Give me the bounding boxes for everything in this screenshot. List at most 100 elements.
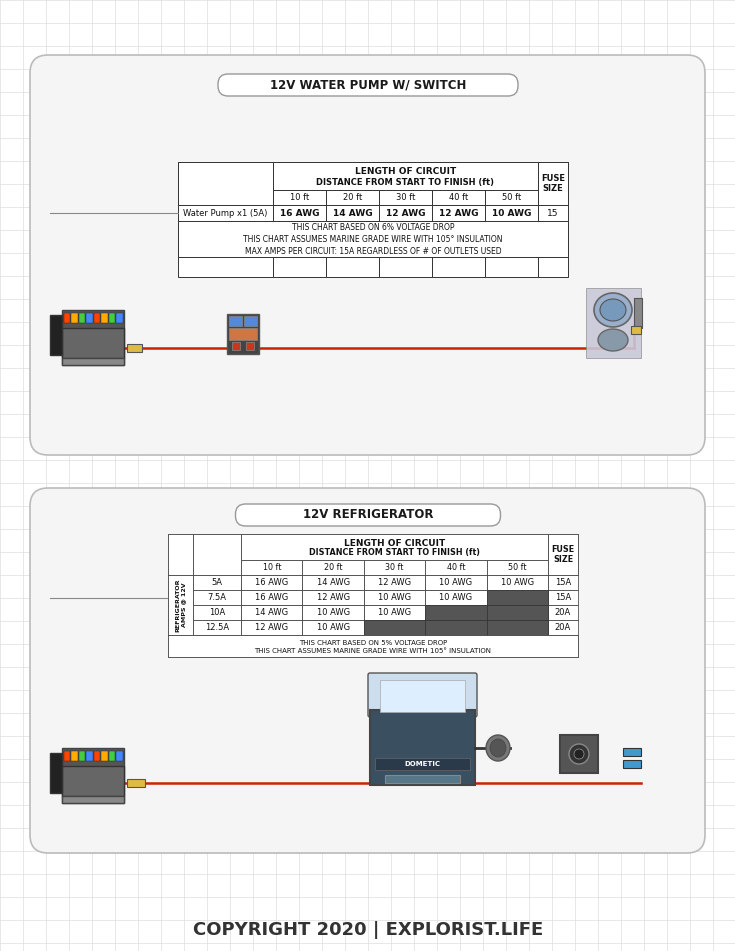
Bar bbox=[71, 751, 78, 761]
Bar bbox=[364, 635, 426, 657]
Bar bbox=[168, 605, 193, 620]
Bar bbox=[326, 162, 379, 190]
Text: 20 ft: 20 ft bbox=[324, 563, 343, 572]
Bar bbox=[193, 534, 241, 560]
Bar bbox=[426, 575, 487, 590]
Bar bbox=[487, 620, 548, 635]
Bar bbox=[229, 316, 242, 326]
Bar bbox=[364, 605, 426, 620]
Bar bbox=[538, 221, 568, 237]
Bar bbox=[178, 257, 273, 277]
Text: 50 ft: 50 ft bbox=[502, 193, 521, 202]
Bar bbox=[273, 162, 538, 190]
Bar bbox=[302, 605, 364, 620]
Bar bbox=[548, 575, 578, 590]
Bar bbox=[241, 590, 302, 605]
Bar bbox=[229, 328, 257, 340]
Bar bbox=[273, 221, 326, 237]
Text: 12 AWG: 12 AWG bbox=[255, 623, 288, 632]
Bar bbox=[178, 237, 273, 257]
Bar bbox=[302, 590, 364, 605]
Text: LENGTH OF CIRCUIT: LENGTH OF CIRCUIT bbox=[355, 166, 456, 176]
Bar bbox=[273, 237, 326, 257]
Bar bbox=[487, 575, 548, 590]
Bar bbox=[244, 316, 257, 326]
Bar bbox=[364, 620, 426, 635]
Bar bbox=[538, 237, 568, 257]
Bar bbox=[168, 575, 193, 635]
Bar bbox=[548, 635, 578, 657]
Text: THIS CHART ASSUMES MARINE GRADE WIRE WITH 105° INSULATION: THIS CHART ASSUMES MARINE GRADE WIRE WIT… bbox=[254, 648, 492, 654]
Bar bbox=[548, 534, 578, 575]
Bar bbox=[168, 560, 193, 575]
Text: DISTANCE FROM START TO FINISH (ft): DISTANCE FROM START TO FINISH (ft) bbox=[317, 178, 495, 186]
Bar bbox=[487, 534, 548, 560]
Text: 20A: 20A bbox=[555, 608, 571, 617]
Text: LENGTH OF CIRCUIT: LENGTH OF CIRCUIT bbox=[344, 538, 445, 548]
Text: 14 AWG: 14 AWG bbox=[317, 578, 350, 587]
Text: 30 ft: 30 ft bbox=[385, 563, 404, 572]
Text: FUSE
SIZE: FUSE SIZE bbox=[551, 545, 575, 564]
Bar bbox=[178, 162, 273, 190]
Bar bbox=[364, 534, 426, 560]
Bar bbox=[560, 735, 598, 773]
Text: 10 ft: 10 ft bbox=[262, 563, 281, 572]
Bar bbox=[487, 590, 548, 605]
Text: 20A: 20A bbox=[555, 623, 571, 632]
Bar bbox=[168, 575, 193, 590]
Bar bbox=[364, 605, 426, 620]
Bar bbox=[302, 620, 364, 635]
Bar bbox=[302, 635, 364, 657]
Bar bbox=[64, 751, 71, 761]
Bar bbox=[168, 534, 193, 575]
Text: 40 ft: 40 ft bbox=[447, 563, 465, 572]
Bar bbox=[117, 313, 123, 323]
Bar bbox=[426, 560, 487, 575]
Bar bbox=[127, 344, 142, 352]
Bar bbox=[326, 237, 379, 257]
Bar bbox=[241, 605, 302, 620]
Text: 30 ft: 30 ft bbox=[396, 193, 415, 202]
Bar bbox=[79, 751, 85, 761]
Bar bbox=[109, 313, 115, 323]
Text: 5A: 5A bbox=[212, 578, 223, 587]
Bar bbox=[178, 221, 273, 237]
Bar bbox=[62, 766, 124, 796]
Text: 15A: 15A bbox=[555, 578, 571, 587]
Text: 14 AWG: 14 AWG bbox=[333, 208, 373, 218]
Bar bbox=[71, 313, 78, 323]
Bar bbox=[548, 590, 578, 605]
Bar bbox=[109, 751, 115, 761]
Bar bbox=[241, 620, 302, 635]
Bar bbox=[364, 590, 426, 605]
Text: COPYRIGHT 2020 | EXPLORIST.LIFE: COPYRIGHT 2020 | EXPLORIST.LIFE bbox=[193, 921, 543, 939]
Bar bbox=[426, 590, 487, 605]
Bar bbox=[538, 162, 568, 190]
Bar bbox=[426, 620, 487, 635]
Bar bbox=[379, 205, 432, 221]
Bar bbox=[426, 534, 487, 560]
Bar bbox=[426, 605, 487, 620]
Bar bbox=[79, 313, 85, 323]
Bar bbox=[87, 751, 93, 761]
Text: 7.5A: 7.5A bbox=[207, 593, 226, 602]
Text: 12V REFRIGERATOR: 12V REFRIGERATOR bbox=[303, 509, 433, 521]
Text: 10 AWG: 10 AWG bbox=[492, 208, 531, 218]
Bar bbox=[487, 635, 548, 657]
Text: 16 AWG: 16 AWG bbox=[255, 578, 288, 587]
Text: 12V WATER PUMP W/ SWITCH: 12V WATER PUMP W/ SWITCH bbox=[270, 79, 466, 91]
Bar bbox=[487, 575, 548, 590]
Ellipse shape bbox=[574, 749, 584, 759]
Bar bbox=[241, 560, 302, 575]
Text: 10 AWG: 10 AWG bbox=[317, 608, 350, 617]
FancyBboxPatch shape bbox=[30, 55, 705, 455]
Bar bbox=[50, 315, 62, 355]
Bar bbox=[168, 620, 193, 635]
Bar bbox=[193, 590, 241, 605]
Ellipse shape bbox=[600, 299, 626, 321]
Bar bbox=[426, 605, 487, 620]
Bar bbox=[385, 775, 460, 783]
Text: 15A: 15A bbox=[555, 593, 571, 602]
Bar bbox=[485, 162, 538, 190]
Bar bbox=[241, 534, 548, 560]
